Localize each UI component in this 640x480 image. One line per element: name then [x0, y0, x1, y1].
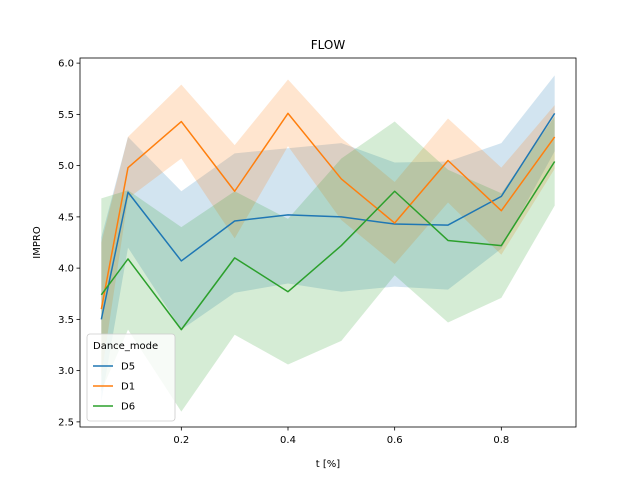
x-tick-label: 0.8 [493, 435, 509, 446]
y-tick-label: 5.0 [58, 161, 74, 172]
ci-band-d1 [101, 79, 555, 376]
legend-label-d5: D5 [121, 362, 135, 373]
plot-frame [79, 57, 577, 428]
y-tick-label: 6.0 [58, 59, 74, 70]
confidence-bands [101, 75, 555, 412]
x-tick-label: 0.6 [387, 435, 403, 446]
ci-band-d6 [101, 116, 555, 412]
ci-band-d5 [101, 75, 555, 402]
series-lines [100, 112, 556, 331]
x-axis-label: t [%] [316, 459, 341, 470]
y-axis-label: IMPRO [32, 226, 43, 259]
y-tick-label: 3.5 [58, 315, 74, 326]
series-line-d6 [100, 161, 556, 331]
series-line-d5 [100, 112, 556, 320]
x-tick-label: 0.4 [280, 435, 296, 446]
legend-title: Dance_mode [93, 341, 158, 352]
x-axis: 0.2 0.4 0.6 0.8 [173, 427, 509, 446]
y-tick-label: 4.5 [58, 212, 74, 223]
y-axis: 2.5 3.0 3.5 4.0 4.5 5.0 5.5 6.0 [58, 59, 80, 428]
y-tick-label: 3.0 [58, 366, 74, 377]
series-line-d1 [100, 112, 556, 310]
y-tick-label: 2.5 [58, 417, 74, 428]
legend: Dance_mode D5 D1 D6 [86, 333, 176, 422]
legend-label-d1: D1 [121, 382, 135, 393]
y-tick-label: 4.0 [58, 264, 74, 275]
y-tick-label: 5.5 [58, 110, 74, 121]
chart-title: FLOW [311, 38, 346, 52]
x-tick-label: 0.2 [173, 435, 189, 446]
legend-label-d6: D6 [121, 402, 135, 413]
legend-box [86, 333, 176, 422]
